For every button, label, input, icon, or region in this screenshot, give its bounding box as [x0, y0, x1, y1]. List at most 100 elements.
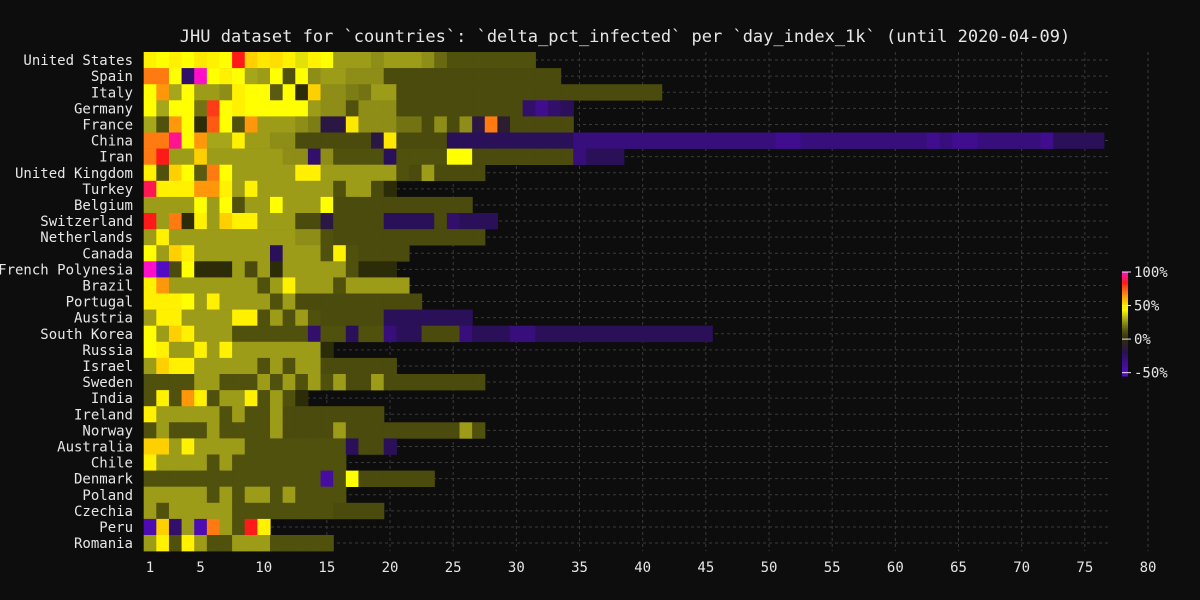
heatmap-cell — [232, 341, 246, 359]
heatmap-cell — [320, 245, 334, 262]
heatmap-cell — [244, 438, 258, 455]
heatmap-cell — [194, 486, 208, 504]
heatmap-row — [143, 406, 385, 423]
heatmap-cell — [219, 84, 233, 101]
heatmap-cell — [244, 148, 258, 165]
heatmap-cell — [522, 100, 536, 117]
heatmap-cell — [434, 52, 448, 69]
heatmap-cell — [560, 148, 574, 165]
heatmap-cell — [232, 535, 246, 552]
heatmap-cell — [446, 309, 461, 326]
x-tick-label: 30 — [508, 560, 525, 576]
heatmap-cell — [232, 277, 246, 294]
row-label: Israel — [82, 359, 133, 375]
heatmap-cell — [396, 164, 410, 182]
heatmap-cell — [282, 148, 296, 165]
heatmap-cell — [333, 148, 347, 165]
heatmap-cell — [358, 180, 372, 198]
heatmap-cell — [181, 438, 195, 455]
heatmap-cell — [232, 180, 246, 198]
heatmap-cell — [307, 148, 322, 165]
heatmap-cell — [851, 132, 865, 149]
heatmap-cell — [295, 148, 309, 165]
heatmap-cell — [143, 390, 157, 407]
heatmap-cell — [307, 164, 322, 182]
heatmap-cell — [295, 486, 309, 504]
heatmap-cell — [232, 309, 246, 326]
row-label: Brazil — [82, 278, 133, 294]
heatmap-cell — [232, 486, 246, 504]
heatmap-cell — [282, 84, 296, 101]
heatmap-cell — [434, 84, 448, 101]
heatmap-cell — [320, 116, 334, 133]
heatmap-cell — [244, 454, 258, 471]
heatmap-cell — [270, 341, 284, 359]
heatmap-cell — [244, 132, 258, 149]
heatmap-cell — [358, 196, 372, 214]
heatmap-cell — [194, 132, 208, 149]
heatmap-cell — [522, 325, 536, 343]
heatmap-cell — [282, 68, 296, 85]
heatmap-cell — [270, 325, 284, 343]
heatmap-cell — [408, 422, 423, 439]
heatmap-cell — [421, 309, 435, 326]
heatmap-cell — [408, 164, 423, 182]
heatmap-cell — [156, 245, 170, 262]
heatmap-row — [143, 535, 334, 552]
heatmap-cell — [244, 100, 258, 117]
heatmap-cell — [408, 100, 423, 117]
heatmap-cell — [143, 406, 157, 423]
colorbar-segment — [1122, 306, 1128, 309]
heatmap-cell — [813, 132, 827, 149]
heatmap-cell — [358, 470, 372, 487]
heatmap-cell — [926, 132, 941, 149]
colorbar-tick-label: 50% — [1134, 299, 1160, 315]
colorbar-segment — [1122, 372, 1128, 375]
heatmap-cell — [446, 68, 461, 85]
chart-title: JHU dataset for `countries`: `delta_pct_… — [180, 27, 1070, 47]
heatmap-cell — [434, 374, 448, 391]
heatmap-cell — [1091, 132, 1105, 149]
heatmap-cell — [497, 325, 511, 343]
heatmap-cell — [282, 277, 296, 294]
heatmap-cell — [143, 535, 157, 552]
heatmap-cell — [270, 148, 284, 165]
colorbar-segment — [1122, 330, 1128, 334]
heatmap-cell — [307, 196, 322, 214]
heatmap-cell — [383, 438, 397, 455]
heatmap-cell — [143, 277, 157, 294]
heatmap-cell — [320, 148, 334, 165]
heatmap-cell — [320, 293, 334, 310]
heatmap-cell — [472, 374, 486, 391]
heatmap-cell — [472, 132, 486, 149]
heatmap-cell — [383, 52, 397, 69]
heatmap-cell — [333, 132, 347, 149]
heatmap-cell — [206, 277, 221, 294]
heatmap-cell — [181, 470, 195, 487]
heatmap-cell — [459, 148, 473, 165]
heatmap-cell — [282, 132, 296, 149]
heatmap-cell — [358, 422, 372, 439]
heatmap-row — [143, 245, 410, 262]
heatmap-cell — [257, 438, 271, 455]
heatmap-cell — [257, 406, 271, 423]
heatmap-cell — [585, 148, 600, 165]
heatmap-cell — [270, 470, 284, 487]
heatmap-cell — [295, 470, 309, 487]
colorbar-segment — [1122, 348, 1128, 351]
heatmap-cell — [383, 309, 397, 326]
heatmap-cell — [383, 116, 397, 133]
heatmap-cell — [168, 357, 183, 375]
heatmap-cell — [168, 213, 183, 230]
heatmap-cell — [181, 422, 195, 439]
heatmap-cell — [181, 502, 195, 520]
heatmap-cell — [270, 100, 284, 117]
heatmap-cell — [194, 357, 208, 375]
heatmap-cell — [219, 261, 233, 278]
heatmap-cell — [168, 422, 183, 439]
heatmap-cell — [320, 100, 334, 117]
heatmap-cell — [522, 116, 536, 133]
colorbar-segment — [1122, 341, 1128, 344]
colorbar-segment — [1122, 317, 1128, 320]
heatmap-cell — [282, 309, 296, 326]
